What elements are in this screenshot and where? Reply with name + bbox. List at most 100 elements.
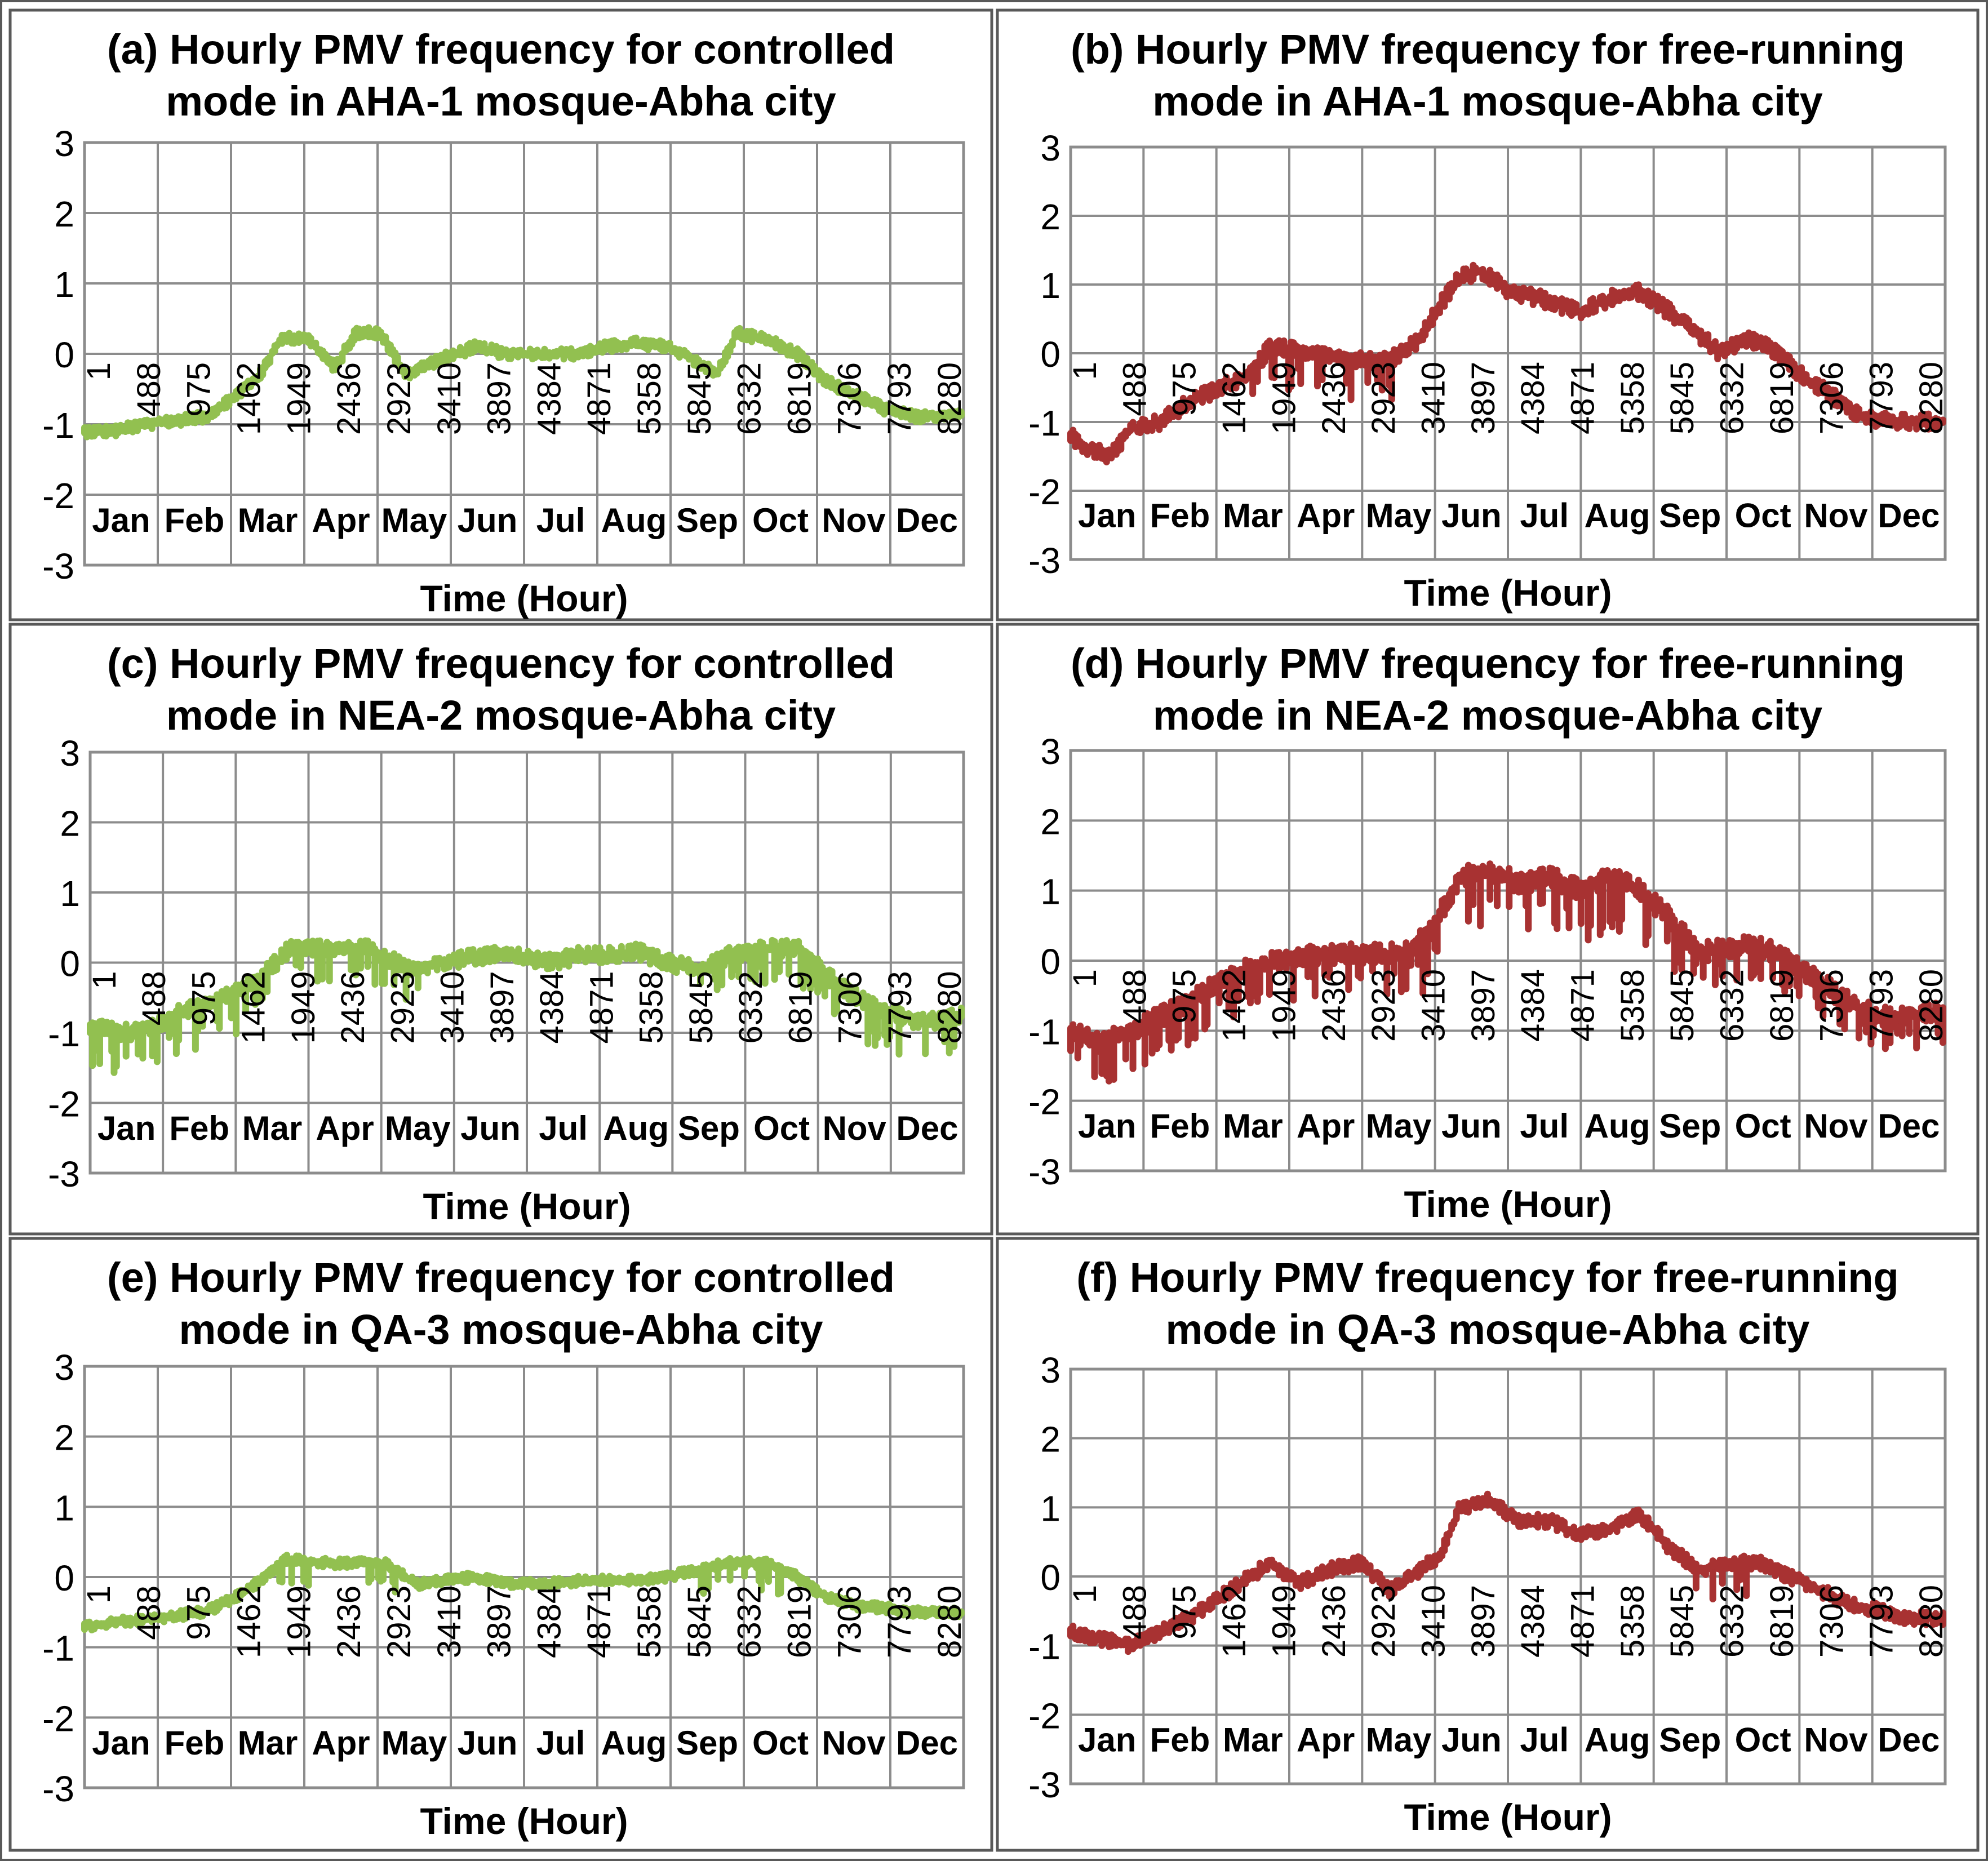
y-tick-label: 1	[1040, 872, 1060, 912]
x-tick-label: 7306	[831, 362, 868, 435]
month-label: Dec	[896, 501, 958, 539]
x-tick-label: 3897	[481, 362, 518, 435]
month-label: Aug	[601, 1724, 667, 1762]
x-tick-label: 2923	[381, 362, 418, 435]
x-tick-label: 8280	[1913, 362, 1950, 434]
x-tick-label: 488	[1116, 1585, 1153, 1640]
month-label: Dec	[1878, 497, 1940, 535]
x-tick-label: 6819	[782, 362, 818, 435]
plot-border	[88, 750, 965, 1175]
chart-title-line: mode in NEA-2 mosque-Abha city	[1153, 692, 1822, 739]
month-label: Feb	[1150, 1107, 1210, 1145]
month-label: Jul	[1520, 1721, 1569, 1758]
month-label: Oct	[753, 1109, 810, 1147]
x-tick-label: 6332	[731, 362, 768, 435]
y-tick-label: -3	[42, 546, 74, 587]
x-tick-label: 8280	[1913, 1585, 1950, 1658]
x-tick-label: 7793	[1863, 969, 1900, 1042]
y-tick-label: -1	[42, 405, 74, 446]
month-label: Oct	[752, 1724, 809, 1762]
x-tick-label: 1	[1067, 362, 1103, 380]
x-tick-label: 4384	[1515, 362, 1551, 434]
month-label: Nov	[823, 1109, 887, 1147]
x-tick-label: 4871	[583, 971, 620, 1044]
x-tick-label: 1949	[285, 971, 322, 1044]
x-tick-label: 7306	[1813, 1585, 1850, 1658]
x-axis-title: Time (Hour)	[423, 1185, 631, 1227]
y-tick-label: 1	[60, 873, 80, 914]
x-tick-label: 7306	[832, 971, 869, 1044]
x-tick-label: 2436	[1316, 1585, 1352, 1658]
panel-border	[8, 8, 993, 621]
y-tick-label: 3	[1040, 128, 1060, 168]
x-tick-label: 5845	[1664, 362, 1701, 434]
x-tick-label: 5845	[681, 1585, 718, 1658]
month-label: Oct	[1735, 497, 1791, 535]
x-tick-label: 2436	[331, 362, 367, 435]
month-label: Sep	[1659, 1721, 1721, 1758]
chart-panel-b: (b) Hourly PMV frequency for free-runnin…	[996, 8, 1980, 621]
chart-title-line: mode in QA-3 mosque-Abha city	[179, 1306, 823, 1353]
month-label: Apr	[1297, 1107, 1355, 1145]
data-series	[87, 936, 965, 1076]
data-series	[81, 324, 965, 441]
x-tick-label: 2436	[331, 1585, 367, 1658]
x-tick-label: 4384	[531, 1585, 567, 1658]
chart-title-line: (b) Hourly PMV frequency for free-runnin…	[1071, 26, 1905, 73]
y-tick-label: -1	[1028, 1011, 1060, 1052]
month-label: Jul	[536, 1724, 585, 1762]
x-tick-label: 6332	[1714, 969, 1751, 1042]
month-label: Nov	[822, 1724, 886, 1762]
y-tick-label: 0	[54, 1558, 74, 1598]
chart-title-line: (e) Hourly PMV frequency for controlled	[107, 1254, 895, 1301]
month-label: May	[385, 1109, 451, 1147]
x-tick-label: 1	[81, 1585, 117, 1604]
x-tick-label: 2923	[1365, 969, 1402, 1042]
y-tick-label: -2	[1028, 1082, 1060, 1122]
x-tick-label: 1	[1067, 969, 1103, 987]
x-axis-title: Time (Hour)	[1404, 1183, 1612, 1225]
month-label: Oct	[1735, 1107, 1791, 1145]
chart-title-line: (c) Hourly PMV frequency for controlled	[107, 640, 895, 687]
month-label: May	[1366, 1721, 1432, 1758]
month-label: May	[1366, 1107, 1432, 1145]
panel-border	[8, 1237, 993, 1852]
month-label: Dec	[896, 1724, 958, 1762]
x-tick-label: 4384	[534, 971, 570, 1044]
x-tick-label: 6819	[782, 971, 819, 1044]
x-tick-label: 7793	[881, 362, 918, 435]
x-tick-label: 6819	[1764, 969, 1800, 1042]
x-tick-label: 3410	[1415, 362, 1452, 434]
y-tick-label: 1	[54, 1487, 74, 1528]
x-tick-label: 2923	[381, 1585, 418, 1658]
month-label: Feb	[1150, 1721, 1210, 1758]
month-label: Jun	[458, 501, 518, 539]
month-label: Feb	[165, 1724, 225, 1762]
x-tick-label: 1462	[1216, 1585, 1253, 1658]
x-tick-label: 975	[1166, 1585, 1203, 1640]
chart-panel-f: (f) Hourly PMV frequency for free-runnin…	[996, 1237, 1980, 1852]
x-tick-label: 975	[185, 971, 222, 1026]
y-tick-label: -2	[42, 476, 74, 516]
month-label: Aug	[1585, 497, 1650, 535]
y-tick-label: 3	[1040, 731, 1060, 772]
x-tick-label: 4871	[1565, 969, 1601, 1042]
x-tick-label: 4384	[1515, 1585, 1551, 1658]
y-tick-label: -1	[1028, 403, 1060, 443]
x-tick-label: 5845	[681, 362, 718, 435]
x-tick-label: 1949	[281, 362, 317, 435]
y-tick-label: 3	[54, 123, 74, 164]
x-tick-label: 4871	[1565, 1585, 1601, 1658]
month-label: May	[1366, 497, 1432, 535]
x-tick-label: 2923	[1365, 362, 1402, 434]
y-tick-label: 1	[1040, 265, 1060, 306]
month-label: Jan	[92, 501, 150, 539]
month-label: Sep	[678, 1109, 740, 1147]
month-label: Jan	[1078, 497, 1136, 535]
x-tick-label: 3410	[431, 1585, 468, 1658]
x-tick-label: 6332	[731, 1585, 768, 1658]
x-tick-label: 1	[1067, 1585, 1103, 1603]
month-label: Nov	[1804, 497, 1868, 535]
x-tick-label: 5358	[631, 362, 668, 435]
month-label: Feb	[1150, 497, 1210, 535]
